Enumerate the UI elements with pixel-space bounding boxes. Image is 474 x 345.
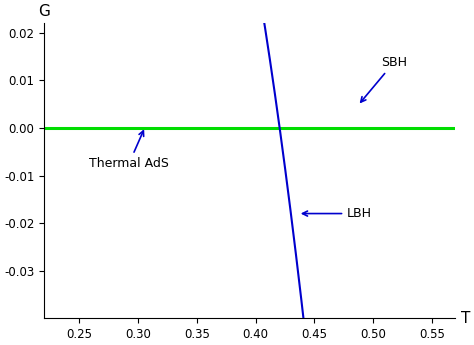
Text: LBH: LBH xyxy=(302,207,372,220)
Text: G: G xyxy=(38,4,50,19)
Text: SBH: SBH xyxy=(361,56,407,102)
Text: Thermal AdS: Thermal AdS xyxy=(89,131,169,170)
Text: T: T xyxy=(461,310,471,326)
